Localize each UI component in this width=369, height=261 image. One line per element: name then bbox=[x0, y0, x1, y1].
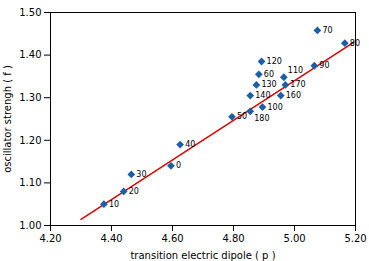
svg-text:40: 40 bbox=[185, 140, 195, 149]
svg-text:4.40: 4.40 bbox=[100, 233, 122, 244]
svg-text:1.30: 1.30 bbox=[19, 92, 41, 103]
svg-text:10: 10 bbox=[109, 200, 119, 209]
svg-text:160: 160 bbox=[286, 91, 301, 100]
svg-text:50: 50 bbox=[237, 112, 247, 121]
svg-text:20: 20 bbox=[129, 187, 139, 196]
svg-text:30: 30 bbox=[136, 170, 146, 179]
svg-text:70: 70 bbox=[322, 26, 332, 35]
svg-text:120: 120 bbox=[267, 57, 282, 66]
svg-text:100: 100 bbox=[267, 103, 282, 112]
svg-text:transition electric dipole ( p: transition electric dipole ( p ) bbox=[130, 250, 275, 261]
svg-text:5.00: 5.00 bbox=[283, 233, 305, 244]
svg-text:4.80: 4.80 bbox=[222, 233, 244, 244]
svg-text:140: 140 bbox=[255, 91, 270, 100]
svg-text:oscillator strengh ( f ): oscillator strengh ( f ) bbox=[2, 65, 13, 173]
svg-text:5.20: 5.20 bbox=[344, 233, 366, 244]
svg-text:4.60: 4.60 bbox=[161, 233, 183, 244]
svg-text:180: 180 bbox=[254, 114, 269, 123]
svg-text:4.20: 4.20 bbox=[39, 233, 61, 244]
svg-text:60: 60 bbox=[264, 70, 274, 79]
svg-text:90: 90 bbox=[319, 61, 329, 70]
svg-text:130: 130 bbox=[261, 80, 276, 89]
svg-text:1.20: 1.20 bbox=[19, 135, 41, 146]
svg-text:170: 170 bbox=[290, 80, 305, 89]
svg-text:1.00: 1.00 bbox=[19, 220, 41, 231]
svg-text:1.40: 1.40 bbox=[19, 49, 41, 60]
svg-text:1.50: 1.50 bbox=[19, 7, 41, 18]
svg-text:1.10: 1.10 bbox=[19, 177, 41, 188]
svg-text:0: 0 bbox=[176, 161, 181, 170]
svg-text:80: 80 bbox=[350, 39, 360, 48]
svg-text:110: 110 bbox=[288, 66, 303, 75]
